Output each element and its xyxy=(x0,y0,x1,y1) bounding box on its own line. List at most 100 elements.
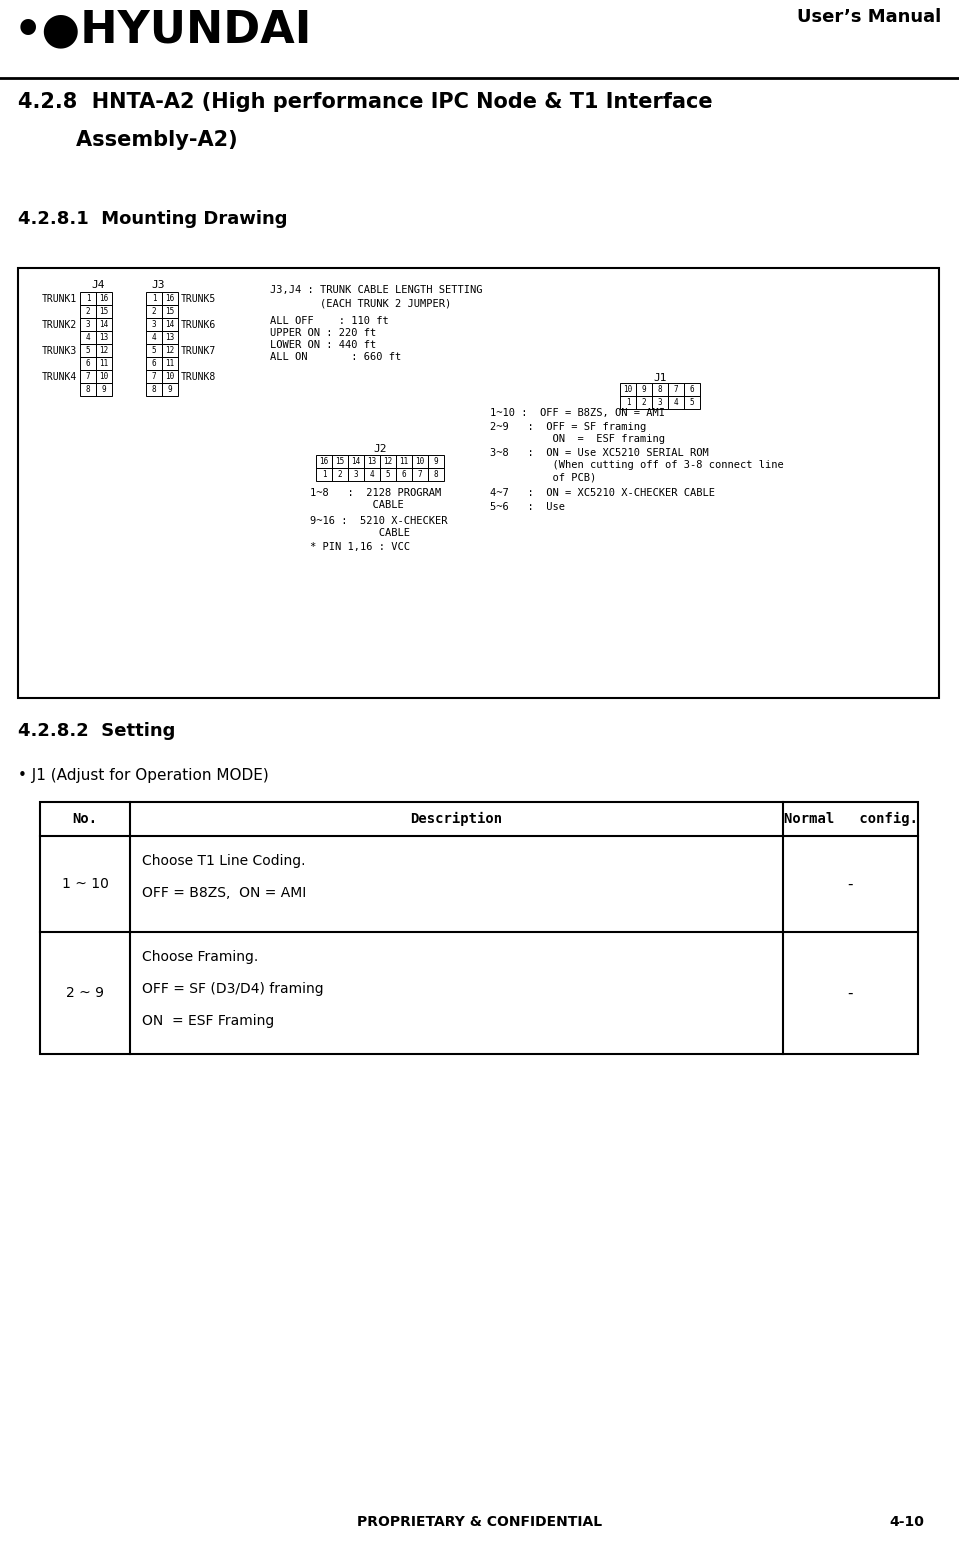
Bar xyxy=(364,467,380,481)
Text: 1 ~ 10: 1 ~ 10 xyxy=(61,877,108,891)
Bar xyxy=(620,384,636,396)
Text: 8: 8 xyxy=(433,471,438,478)
Text: 5: 5 xyxy=(690,398,694,407)
Bar xyxy=(80,331,96,345)
Text: 5~6   :  Use: 5~6 : Use xyxy=(490,502,565,512)
Text: 2: 2 xyxy=(85,307,90,315)
Text: 6: 6 xyxy=(152,359,156,368)
Bar xyxy=(80,345,96,357)
Text: 16: 16 xyxy=(319,457,329,466)
Bar xyxy=(146,345,162,357)
Text: J3: J3 xyxy=(152,280,165,290)
Bar xyxy=(80,357,96,370)
Bar xyxy=(636,396,652,408)
Text: TRUNK1: TRUNK1 xyxy=(42,294,77,303)
Bar xyxy=(146,304,162,318)
Text: J2: J2 xyxy=(373,444,386,453)
Bar xyxy=(332,455,348,467)
Text: ALL OFF    : 110 ft: ALL OFF : 110 ft xyxy=(270,315,388,326)
Bar xyxy=(636,384,652,396)
Text: OFF = B8ZS,  ON = AMI: OFF = B8ZS, ON = AMI xyxy=(142,887,306,901)
Bar xyxy=(40,801,918,1054)
Bar xyxy=(316,455,332,467)
Text: 8: 8 xyxy=(658,385,663,394)
Text: Choose Framing.: Choose Framing. xyxy=(142,950,258,964)
Text: TRUNK6: TRUNK6 xyxy=(181,320,216,329)
Text: 12: 12 xyxy=(384,457,392,466)
Text: 3~8   :  ON = Use XC5210 SERIAL ROM: 3~8 : ON = Use XC5210 SERIAL ROM xyxy=(490,447,709,458)
Text: J1: J1 xyxy=(653,373,667,384)
Text: 9: 9 xyxy=(168,385,173,394)
Bar xyxy=(146,292,162,304)
Text: 6: 6 xyxy=(402,471,407,478)
Text: 1: 1 xyxy=(625,398,630,407)
Text: 14: 14 xyxy=(100,320,108,329)
Bar xyxy=(96,331,112,345)
Bar xyxy=(80,304,96,318)
Text: UPPER ON : 220 ft: UPPER ON : 220 ft xyxy=(270,328,376,339)
Bar xyxy=(652,396,668,408)
Bar xyxy=(162,357,178,370)
Text: 1: 1 xyxy=(321,471,326,478)
Text: 14: 14 xyxy=(351,457,361,466)
Bar xyxy=(162,345,178,357)
Bar xyxy=(80,384,96,396)
Text: 13: 13 xyxy=(165,332,175,342)
Bar xyxy=(428,455,444,467)
Text: 4.2.8  HNTA-A2 (High performance IPC Node & T1 Interface: 4.2.8 HNTA-A2 (High performance IPC Node… xyxy=(18,92,713,112)
Text: 16: 16 xyxy=(100,294,108,303)
Bar xyxy=(96,357,112,370)
Text: 4: 4 xyxy=(152,332,156,342)
Bar xyxy=(364,455,380,467)
Text: 3: 3 xyxy=(152,320,156,329)
Bar xyxy=(146,357,162,370)
Text: ON  = ESF Framing: ON = ESF Framing xyxy=(142,1014,274,1028)
Bar xyxy=(162,331,178,345)
Bar xyxy=(412,455,428,467)
Text: 5: 5 xyxy=(85,346,90,356)
Bar xyxy=(96,318,112,331)
Text: 11: 11 xyxy=(100,359,108,368)
Text: 7: 7 xyxy=(152,373,156,380)
Text: TRUNK4: TRUNK4 xyxy=(42,371,77,382)
Bar xyxy=(18,269,939,697)
Text: 10: 10 xyxy=(165,373,175,380)
Text: Description: Description xyxy=(410,812,503,826)
Bar xyxy=(96,304,112,318)
Text: 9: 9 xyxy=(642,385,646,394)
Text: 4: 4 xyxy=(85,332,90,342)
Text: No.: No. xyxy=(73,812,98,826)
Text: 3: 3 xyxy=(354,471,359,478)
Text: (When cutting off of 3-8 connect line: (When cutting off of 3-8 connect line xyxy=(490,460,784,471)
Bar xyxy=(146,331,162,345)
Bar xyxy=(668,384,684,396)
Bar xyxy=(412,467,428,481)
Bar xyxy=(396,467,412,481)
Text: 6: 6 xyxy=(85,359,90,368)
Text: 9: 9 xyxy=(433,457,438,466)
Bar xyxy=(332,467,348,481)
Text: 2: 2 xyxy=(152,307,156,315)
Bar xyxy=(652,384,668,396)
Text: 15: 15 xyxy=(165,307,175,315)
Text: TRUNK2: TRUNK2 xyxy=(42,320,77,329)
Text: 7: 7 xyxy=(418,471,422,478)
Text: Assembly-A2): Assembly-A2) xyxy=(18,130,238,151)
Bar xyxy=(428,467,444,481)
Bar xyxy=(146,370,162,384)
Text: PROPRIETARY & CONFIDENTIAL: PROPRIETARY & CONFIDENTIAL xyxy=(357,1516,602,1530)
Text: 4-10: 4-10 xyxy=(889,1516,924,1530)
Text: (EACH TRUNK 2 JUMPER): (EACH TRUNK 2 JUMPER) xyxy=(270,298,452,307)
Bar xyxy=(96,292,112,304)
Bar xyxy=(96,370,112,384)
Bar xyxy=(80,318,96,331)
Text: ALL ON       : 660 ft: ALL ON : 660 ft xyxy=(270,353,401,362)
Text: CABLE: CABLE xyxy=(310,500,404,509)
Text: 5: 5 xyxy=(386,471,390,478)
Text: 4.2.8.1  Mounting Drawing: 4.2.8.1 Mounting Drawing xyxy=(18,210,288,228)
Bar xyxy=(146,318,162,331)
Text: -: - xyxy=(848,876,854,891)
Text: 15: 15 xyxy=(100,307,108,315)
Text: of PCB): of PCB) xyxy=(490,472,596,481)
Text: User’s Manual: User’s Manual xyxy=(797,8,941,26)
